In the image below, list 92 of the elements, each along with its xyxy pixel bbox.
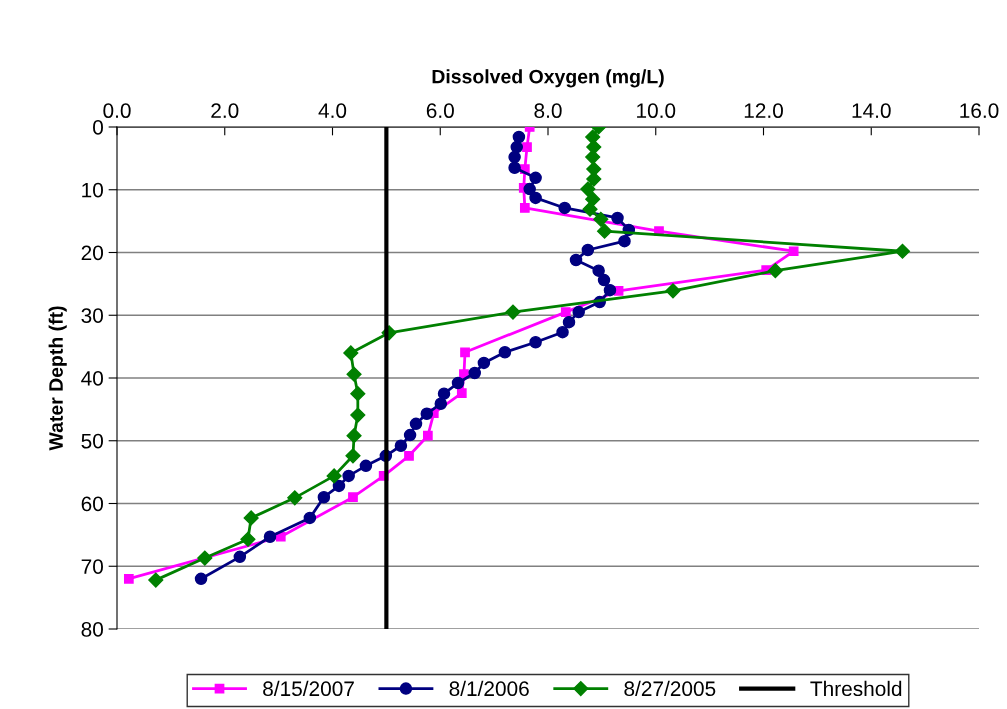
point — [451, 376, 465, 390]
y-tick-label: 60 — [81, 496, 103, 512]
point — [529, 171, 542, 185]
x-tick-label: 2.0 — [211, 103, 239, 119]
point — [460, 347, 470, 358]
point — [287, 490, 303, 506]
x-tick-label: 14.0 — [852, 103, 891, 119]
y-tick-label: 20 — [81, 245, 103, 261]
x-tick-label: 16.0 — [960, 103, 999, 119]
point — [505, 304, 521, 320]
point — [194, 572, 208, 586]
y-tick-label: 80 — [81, 622, 103, 637]
point — [665, 283, 681, 299]
point — [603, 283, 617, 297]
point — [422, 430, 433, 441]
point — [359, 459, 373, 473]
point — [562, 315, 576, 329]
point — [342, 469, 355, 483]
point — [243, 510, 259, 526]
y-tick-label: 0 — [93, 120, 103, 135]
legend-label: 8/15/2007 — [263, 680, 354, 697]
point — [788, 246, 799, 257]
point — [519, 203, 530, 213]
point — [345, 448, 361, 464]
point — [596, 223, 613, 239]
point — [123, 573, 134, 584]
point — [510, 140, 524, 154]
x-tick-label: 8.0 — [534, 103, 562, 119]
point — [523, 182, 536, 196]
point — [580, 181, 596, 197]
point — [529, 191, 542, 205]
point — [581, 243, 595, 257]
point — [350, 386, 366, 402]
point — [434, 397, 448, 410]
point — [348, 492, 358, 503]
point — [468, 366, 481, 380]
point — [894, 243, 911, 259]
x-axis-title: Dissolved Oxygen (mg/L) — [432, 69, 664, 88]
legend-label: 8/27/2005 — [624, 680, 716, 697]
legend-label: Threshold — [810, 680, 902, 697]
point — [317, 490, 331, 504]
y-tick-label: 30 — [81, 308, 103, 323]
point — [437, 387, 451, 400]
point — [592, 264, 605, 277]
point — [456, 388, 467, 398]
point — [240, 531, 256, 547]
point — [197, 550, 213, 566]
point — [558, 201, 571, 215]
point — [404, 450, 414, 461]
point — [569, 253, 583, 267]
point — [332, 479, 346, 493]
y-tick-label: 50 — [81, 433, 103, 449]
y-tick-label: 40 — [81, 371, 103, 386]
point — [611, 211, 624, 225]
point — [582, 201, 598, 217]
point — [326, 468, 342, 484]
x-tick-label: 12.0 — [744, 103, 783, 119]
point — [346, 366, 362, 382]
point — [529, 335, 542, 349]
x-tick-label: 10.0 — [637, 103, 676, 119]
x-tick-label: 6.0 — [426, 103, 454, 119]
point — [593, 211, 609, 227]
point — [263, 530, 277, 544]
point — [477, 356, 491, 370]
point — [403, 428, 417, 442]
point — [409, 417, 423, 431]
point — [556, 325, 569, 339]
point — [346, 428, 362, 444]
point — [508, 150, 521, 164]
legend-label: 8/1/2006 — [449, 680, 529, 697]
point — [585, 149, 601, 165]
x-tick-label: 0.0 — [103, 103, 131, 119]
point — [148, 572, 164, 588]
point — [420, 407, 434, 421]
point — [508, 161, 521, 175]
point — [597, 273, 611, 287]
point — [343, 345, 359, 361]
point — [350, 407, 366, 423]
point — [560, 307, 571, 317]
point — [572, 305, 585, 319]
point — [522, 142, 532, 152]
point — [233, 550, 247, 564]
y-axis-title: Water Depth (ft) — [48, 306, 67, 451]
point — [303, 511, 317, 525]
point — [767, 263, 783, 279]
x-tick-label: 4.0 — [318, 103, 347, 119]
point — [394, 439, 408, 453]
y-tick-label: 10 — [82, 182, 103, 198]
point — [618, 234, 631, 248]
y-tick-label: 70 — [81, 559, 103, 574]
point — [498, 346, 512, 359]
point — [512, 130, 526, 144]
